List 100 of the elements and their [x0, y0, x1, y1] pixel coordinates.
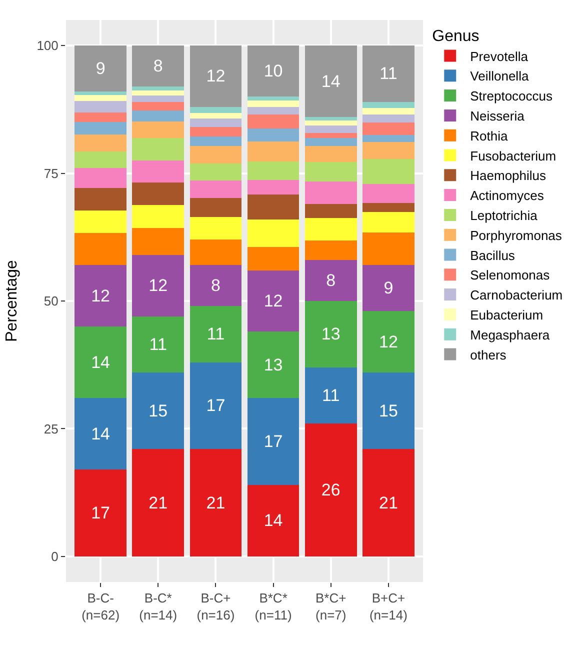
data-label: 10 — [264, 62, 283, 81]
bar — [132, 110, 184, 122]
y-tick-label: 100 — [36, 38, 58, 54]
bar — [132, 102, 184, 110]
bar — [362, 102, 414, 108]
legend-label: Megasphaera — [470, 327, 550, 342]
legend-label: Carnobacterium — [470, 288, 563, 303]
bar — [247, 270, 300, 332]
bar — [362, 212, 414, 233]
bar — [190, 106, 242, 113]
data-label: 12 — [206, 66, 226, 86]
x-tick-label: B*C+ (n=7) — [316, 590, 346, 622]
bar — [247, 162, 300, 180]
bar — [247, 332, 300, 398]
data-label: 11 — [206, 324, 225, 344]
data-label: 14 — [321, 72, 340, 91]
bar — [74, 168, 126, 188]
legend-label: Neisseria — [470, 108, 526, 124]
bar — [304, 424, 357, 556]
x-tick-label: B+C+ (n=14) — [369, 590, 408, 622]
data-label: 14 — [91, 352, 110, 372]
data-label: 17 — [264, 432, 283, 451]
bar — [362, 372, 414, 450]
data-label: 12 — [91, 286, 110, 306]
bar — [190, 240, 242, 266]
bar — [132, 204, 184, 228]
data-label: 15 — [378, 401, 398, 420]
bar — [362, 265, 414, 312]
data-label: 9 — [384, 278, 394, 298]
bar — [74, 134, 126, 152]
bar — [132, 138, 184, 160]
bar — [247, 106, 300, 115]
data-label: 8 — [326, 271, 336, 290]
bar — [304, 138, 357, 146]
bar — [132, 96, 184, 102]
bar — [74, 95, 126, 102]
bar — [247, 96, 300, 101]
bar — [304, 260, 357, 301]
x-tick-label: B*C* (n=11) — [254, 590, 292, 622]
bar — [132, 449, 184, 556]
x-tick-label: B-C+ (n=16) — [196, 590, 235, 622]
bar — [247, 484, 300, 556]
legend-label: Veillonella — [470, 68, 530, 84]
bar — [304, 46, 357, 118]
bar — [190, 46, 242, 107]
legend-label: Selenomonas — [470, 268, 550, 283]
bar — [304, 204, 357, 218]
y-axis-title: Percentage — [4, 260, 21, 342]
bar — [362, 46, 414, 102]
bar — [132, 160, 184, 182]
bar — [190, 136, 242, 146]
y-tick-label: 25 — [44, 421, 58, 436]
bar — [74, 326, 126, 398]
bar — [304, 181, 357, 204]
bar — [190, 449, 242, 556]
data-label: 17 — [91, 504, 110, 523]
bar — [74, 112, 126, 122]
legend-title: Genus — [432, 28, 480, 45]
data-label: 11 — [149, 334, 167, 354]
data-label: 8 — [153, 56, 163, 76]
data-label: 15 — [148, 401, 168, 420]
legend-label: Rothia — [470, 128, 508, 144]
bar — [74, 210, 126, 234]
bar — [304, 162, 357, 182]
bar — [190, 180, 242, 198]
bar — [304, 240, 357, 260]
bar — [304, 120, 357, 126]
data-label: 21 — [206, 493, 226, 512]
bar — [304, 301, 357, 368]
bar — [304, 367, 357, 424]
bar — [190, 164, 242, 180]
data-label: 17 — [206, 396, 226, 416]
data-label: 26 — [321, 480, 340, 500]
legend-label: Bacillus — [470, 248, 516, 263]
data-label: 14 — [91, 424, 110, 444]
bar — [190, 112, 242, 119]
bar — [190, 362, 242, 450]
data-label: 13 — [264, 355, 283, 374]
legend-label: Streptococcus — [470, 88, 554, 104]
bar — [190, 146, 242, 164]
data-label: 13 — [321, 324, 340, 344]
bar — [362, 158, 414, 184]
bar — [132, 182, 184, 205]
bar — [247, 142, 300, 162]
bar — [132, 228, 184, 256]
bar — [74, 470, 126, 556]
bar — [132, 90, 184, 96]
legend-label: Haemophilus — [470, 168, 547, 184]
bar — [362, 449, 414, 556]
bar — [362, 108, 414, 115]
bar — [362, 232, 414, 266]
bar — [190, 126, 242, 136]
bar — [304, 218, 357, 241]
bar — [74, 151, 126, 168]
bar — [247, 100, 300, 107]
bar — [362, 202, 414, 212]
bar — [74, 188, 126, 211]
bar — [190, 118, 242, 127]
bar — [132, 372, 184, 450]
bar — [190, 198, 242, 218]
